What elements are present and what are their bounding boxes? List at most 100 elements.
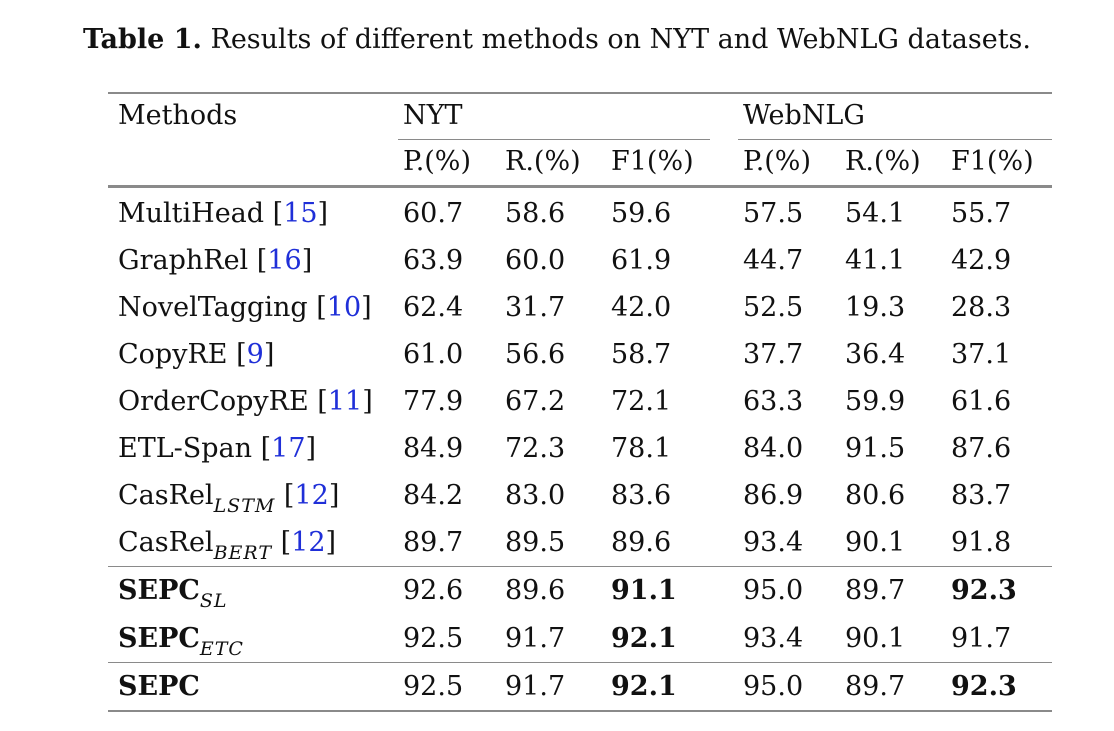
caption-text: Results of different methods on NYT and … [210, 24, 1031, 55]
value-cell: 58.7 [611, 339, 672, 370]
value-cell: 59.9 [845, 386, 906, 417]
value-cell: 78.1 [611, 433, 672, 464]
value-cell: 90.1 [845, 527, 906, 558]
method-cell: CasRelBERT [12] [118, 527, 337, 564]
value-cell: 93.4 [743, 527, 804, 558]
value-cell: 44.7 [743, 245, 804, 276]
method-name: SEPC [118, 671, 200, 702]
citation-link[interactable]: 17 [271, 433, 306, 464]
citation-link[interactable]: 12 [294, 480, 329, 511]
method-name: SEPC [118, 575, 200, 606]
value-cell: 60.0 [505, 245, 566, 276]
header-metric: P.(%) [743, 146, 812, 177]
value-cell: 89.7 [845, 671, 906, 702]
value-cell: 63.3 [743, 386, 804, 417]
value-cell: 92.5 [403, 671, 464, 702]
value-cell: 37.1 [951, 339, 1012, 370]
method-name: MultiHead [118, 198, 265, 229]
sepc-final-rule [108, 662, 1052, 663]
header-metric: F1(%) [611, 146, 694, 177]
value-cell: 91.7 [951, 623, 1012, 654]
value-cell: 83.7 [951, 480, 1012, 511]
value-cell: 60.7 [403, 198, 464, 229]
method-cell: OrderCopyRE [11] [118, 386, 373, 417]
value-cell: 92.5 [403, 623, 464, 654]
method-name: SEPC [118, 623, 200, 654]
value-cell: 42.0 [611, 292, 672, 323]
value-cell: 86.9 [743, 480, 804, 511]
value-cell: 77.9 [403, 386, 464, 417]
citation-link[interactable]: 10 [326, 292, 362, 323]
method-subscript: BERT [213, 542, 273, 564]
value-cell: 89.6 [611, 527, 672, 558]
method-cell: CasRelLSTM [12] [118, 480, 340, 517]
citation-link[interactable]: 11 [327, 386, 363, 417]
top-rule [108, 92, 1052, 94]
citation-link[interactable]: 12 [291, 527, 326, 558]
value-cell: 92.6 [403, 575, 464, 606]
method-name: ETL-Span [118, 433, 253, 464]
value-cell: 95.0 [743, 575, 804, 606]
sepc-variants-rule [108, 566, 1052, 567]
method-cell: SEPCETC [118, 623, 244, 659]
value-cell: 84.0 [743, 433, 804, 464]
value-cell: 72.1 [611, 386, 672, 417]
value-cell: 89.7 [845, 575, 906, 606]
citation-link[interactable]: 9 [246, 339, 264, 370]
value-cell: 84.2 [403, 480, 464, 511]
value-cell: 37.7 [743, 339, 804, 370]
value-cell: 55.7 [951, 198, 1012, 229]
value-cell: 62.4 [403, 292, 464, 323]
value-cell: 92.1 [611, 623, 677, 654]
value-cell: 92.3 [951, 671, 1017, 702]
header-metric: R.(%) [845, 146, 921, 177]
value-cell: 91.5 [845, 433, 906, 464]
value-cell: 91.7 [505, 671, 566, 702]
webnlg-cmidrule [738, 139, 1052, 140]
method-cell: NovelTagging [10] [118, 292, 372, 323]
method-subscript: ETC [199, 638, 244, 660]
method-cell: SEPC [118, 673, 200, 700]
value-cell: 80.6 [845, 480, 906, 511]
method-name: CasRel [118, 527, 214, 558]
value-cell: 63.9 [403, 245, 464, 276]
value-cell: 58.6 [505, 198, 566, 229]
value-cell: 92.3 [951, 575, 1017, 606]
value-cell: 91.8 [951, 527, 1012, 558]
method-subscript: SL [199, 590, 228, 612]
value-cell: 61.0 [403, 339, 464, 370]
table-caption: Table 1. Results of different methods on… [0, 24, 1114, 55]
method-name: NovelTagging [118, 292, 308, 323]
method-name: CopyRE [118, 339, 228, 370]
value-cell: 89.6 [505, 575, 566, 606]
method-cell: MultiHead [15] [118, 198, 329, 229]
method-name: GraphRel [118, 245, 249, 276]
value-cell: 56.6 [505, 339, 566, 370]
method-name: CasRel [118, 480, 214, 511]
header-metric: R.(%) [505, 146, 581, 177]
header-group-nyt: NYT [403, 100, 463, 131]
value-cell: 57.5 [743, 198, 804, 229]
value-cell: 41.1 [845, 245, 906, 276]
value-cell: 89.5 [505, 527, 566, 558]
caption-label: Table 1. [83, 24, 202, 55]
value-cell: 67.2 [505, 386, 566, 417]
method-cell: CopyRE [9] [118, 339, 275, 370]
citation-link[interactable]: 15 [283, 198, 318, 229]
citation-link[interactable]: 16 [267, 245, 302, 276]
method-name: OrderCopyRE [118, 386, 309, 417]
method-subscript: LSTM [213, 495, 276, 517]
value-cell: 90.1 [845, 623, 906, 654]
value-cell: 91.1 [611, 575, 677, 606]
header-rule [108, 185, 1052, 188]
value-cell: 84.9 [403, 433, 464, 464]
value-cell: 61.6 [951, 386, 1012, 417]
value-cell: 19.3 [845, 292, 906, 323]
value-cell: 42.9 [951, 245, 1012, 276]
method-cell: GraphRel [16] [118, 245, 313, 276]
method-cell: SEPCSL [118, 575, 228, 611]
header-metric: P.(%) [403, 146, 472, 177]
value-cell: 89.7 [403, 527, 464, 558]
value-cell: 52.5 [743, 292, 804, 323]
header-methods: Methods [118, 100, 238, 131]
